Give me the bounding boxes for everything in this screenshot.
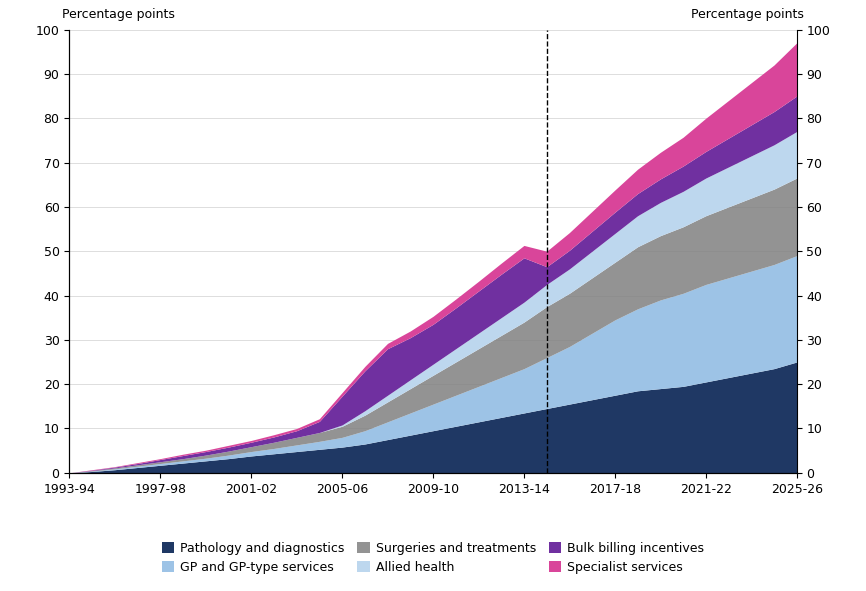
Legend: Pathology and diagnostics, GP and GP-type services, Surgeries and treatments, Al: Pathology and diagnostics, GP and GP-typ…: [157, 537, 709, 579]
Text: Percentage points: Percentage points: [62, 8, 175, 21]
Text: Percentage points: Percentage points: [691, 8, 804, 21]
